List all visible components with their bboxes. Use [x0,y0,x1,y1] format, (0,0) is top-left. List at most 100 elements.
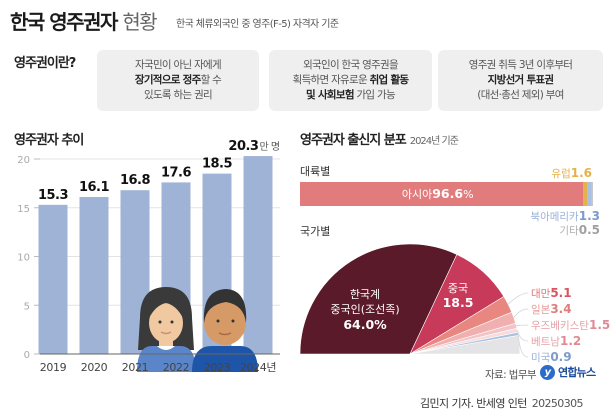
def3-line3: (대선·총선 제외) 부여 [477,89,564,101]
distribution-title-text: 영주권자 출신지 분포 [300,133,407,148]
bar [38,204,68,354]
slice-label-name: 중국 [448,282,468,295]
logo-text: 연합뉴스 [558,366,596,379]
slice-outside-value: 1.5 [589,318,610,332]
slice-outside-label: 우즈베키스탄1.5 [531,318,610,332]
x-tick-label: 2021 [122,361,148,374]
y-tick-label: 15 [17,204,30,215]
north-america-label: 북아메리카1.3 [530,209,600,223]
byline: 김민지 기자. 반세영 인턴 20250305 [420,395,584,411]
slice-value-label: 64.0% [343,317,387,332]
x-tick-label: 2022 [163,361,189,374]
def2-line1: 외국인이 한국 영주권을 [303,59,399,71]
people-illustration [137,287,258,372]
other-value: 0.5 [579,223,600,237]
slice-outside-label: 미국0.9 [531,350,572,364]
definition-label: 영주권이란? [14,56,76,71]
leader-line [517,333,529,358]
distribution-title: 영주권자 출신지 분포 2024년 기준 [300,129,459,148]
leader-line [517,330,529,342]
bar [243,156,273,354]
leader-line [516,324,529,327]
slice-outside-label: 일본3.4 [531,302,572,316]
x-tick-label: 2019 [40,361,67,374]
y-tick-label: 20 [17,155,30,166]
bar-value-label: 17.6 [161,165,192,180]
definition-box-1: 자국민이 아닌 자에게 장기적으로 정주할 수 있도록 하는 권리 [97,50,259,111]
trend-bar-chart: 0 5 10 15 20 15.3 2019 16.1 2020 16.8 2021 17.6 202… [17,140,280,374]
asia-label: 아시아96.6% [402,186,474,201]
page-subtitle: 한국 체류외국인 중 영주(F-5) 자격자 기준 [176,19,339,30]
distribution-note: 2024년 기준 [409,136,459,147]
bar-value-label: 16.1 [79,180,110,195]
pie-slice [299,243,458,355]
bar-value-label: 16.8 [120,173,151,188]
bar-value-label: 15.3 [38,188,69,203]
man-icon [192,289,258,372]
stack-segment [591,182,593,206]
asia-value: 96.6 [432,186,463,201]
def2-rest: 가입 가능 [353,89,395,101]
page-title: 한국 영주권자 현황 [10,6,158,35]
def3-bold: 지방선거 투표권 [487,74,554,86]
slice-outside-value: 3.4 [550,302,571,316]
y-tick-label: 5 [24,301,30,312]
asia-pct: % [463,188,473,201]
bar [79,197,109,354]
def1-line2: 장기적으로 정주할 수 [97,73,259,88]
woman-icon [137,287,196,372]
slice-outside-value: 0.9 [550,350,571,364]
def1-line3: 있도록 하는 권리 [144,89,213,101]
x-tick-label: 2023 [204,361,231,374]
def1-line1: 자국민이 아닌 자에게 [135,59,222,71]
x-tick-label: 2020 [81,361,108,374]
def2-bold: 취업 활동 [369,74,409,86]
europe-label: 유럽1.6 [551,166,592,180]
def2-line3: 및 사회보험 가입 가능 [269,88,432,103]
bar-labels: 15.3 2019 16.1 2020 16.8 2021 17.6 2022 18.5 2023… [38,140,280,374]
bar-value-label: 18.5 [202,157,233,172]
y-tick-label: 10 [17,253,30,264]
slice-label-name-1: 한국계 [350,288,380,301]
other-label: 기타0.5 [559,223,600,237]
definition-box-3: 영주권 취득 3년 이후부터 지방선거 투표권 (대선·총선 제외) 부여 [438,50,603,111]
leader-line [507,292,529,305]
x-tick-label: 2024년 [240,361,276,374]
country-section-label: 국가별 [300,225,330,238]
def1-rest: 할 수 [200,74,222,86]
def2-bold2: 및 사회보험 [306,89,354,101]
north-america-value: 1.3 [579,209,600,223]
leader-line [513,308,529,318]
slice-label-name-2: 중국인(조선족) [330,303,399,316]
slice-outside-label: 베트남1.2 [531,334,581,348]
stack-segment [587,182,592,206]
y-tick-label: 0 [24,350,30,361]
unit-label: 만 명 [259,141,279,153]
trend-chart-title: 영주권자 추이 [14,133,84,148]
definition-box-2: 외국인이 한국 영주권을 획득하면 자유로운 취업 활동 및 사회보험 가입 가… [269,50,432,111]
slice-value-label: 18.5 [443,295,474,310]
def2-pre: 획득하면 자유로운 [292,74,370,86]
slice-outside-label: 대만5.1 [531,286,572,300]
source-text: 자료: 법무부 [485,369,537,381]
logo-mark-icon: y [540,364,555,380]
title-bold: 한국 영주권자 [10,10,118,34]
title-light: 현황 [122,10,157,34]
def1-bold: 장기적으로 정주 [134,74,201,86]
europe-value: 1.6 [571,166,592,180]
slice-outside-value: 5.1 [550,286,571,300]
slice-outside-value: 1.2 [560,334,581,348]
bar-value-label: 20.3만 명 [228,140,279,154]
stack-segment [300,182,584,206]
continent-section-label: 대륙별 [300,165,330,178]
yonhap-logo: y 연합뉴스 [540,364,596,380]
stack-segment [583,182,588,206]
byline-date: 20250305 [531,397,584,410]
def2-line2: 획득하면 자유로운 취업 활동 [269,73,432,88]
byline-authors: 김민지 기자. 반세영 인턴 [420,397,527,410]
def3-line1: 영주권 취득 3년 이후부터 [468,59,573,71]
def3-line2: 지방선거 투표권 [438,73,603,88]
